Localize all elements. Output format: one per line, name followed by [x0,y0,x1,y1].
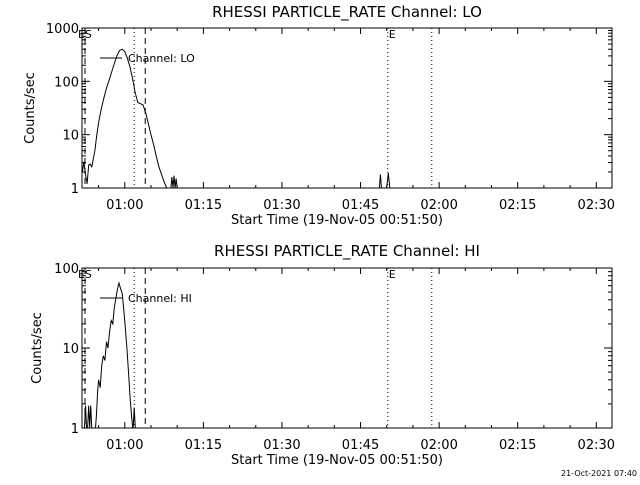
event-marker-label: E [389,28,396,41]
x-tick-label: 01:30 [263,198,300,213]
y-tick-label: 1 [71,182,79,197]
chart-title: RHESSI PARTICLE_RATE Channel: LO [212,3,482,22]
data-series-line [378,174,382,189]
y-tick-label: 100 [54,262,79,277]
y-axis-label: Counts/sec [23,72,38,144]
x-tick-label: 02:15 [499,198,536,213]
chart-title: RHESSI PARTICLE_RATE Channel: HI [214,242,480,261]
footer-timestamp: 21-Oct-2021 07:40 [561,469,637,478]
x-tick-label: 01:15 [185,198,222,213]
data-series-line [132,407,137,429]
legend-label: Channel: LO [128,52,195,65]
y-axis-label: Counts/sec [30,312,45,384]
x-tick-label: 01:00 [106,438,143,453]
x-tick-label: 01:00 [106,198,143,213]
y-tick-label: 100 [54,75,79,90]
legend-label: Channel: HI [128,292,192,305]
data-series-line [170,175,178,189]
x-tick-label: 02:00 [420,198,457,213]
x-tick-label: 01:30 [263,438,300,453]
data-series-line [81,48,169,189]
x-tick-label: 02:30 [578,438,615,453]
chart-panel-1: RHESSI PARTICLE_RATE Channel: LO 01:00 01:… [23,3,615,228]
x-tick-label: 01:15 [185,438,222,453]
event-marker-label: E [389,268,396,281]
plot-frame [81,27,613,189]
y-tick-label: 1000 [46,22,79,37]
event-marker-label: ES [78,268,92,281]
y-tick-label: 10 [62,342,79,357]
x-tick-label: 02:30 [578,198,615,213]
data-series-line [95,281,134,429]
x-axis-label: Start Time (19-Nov-05 00:51:50) [231,213,443,228]
chart-panel-2: RHESSI PARTICLE_RATE Channel: HI 01:00 01:… [30,242,615,468]
x-axis-label: Start Time (19-Nov-05 00:51:50) [231,453,443,468]
x-tick-label: 02:00 [420,438,457,453]
y-tick-label: 1 [71,422,79,437]
data-series-line [386,173,391,189]
x-tick-label: 02:15 [499,438,536,453]
data-series-line [84,405,93,429]
x-tick-label: 01:45 [342,438,379,453]
event-marker-label: ES [78,28,92,41]
x-tick-label: 01:45 [342,198,379,213]
y-tick-label: 10 [62,129,79,144]
